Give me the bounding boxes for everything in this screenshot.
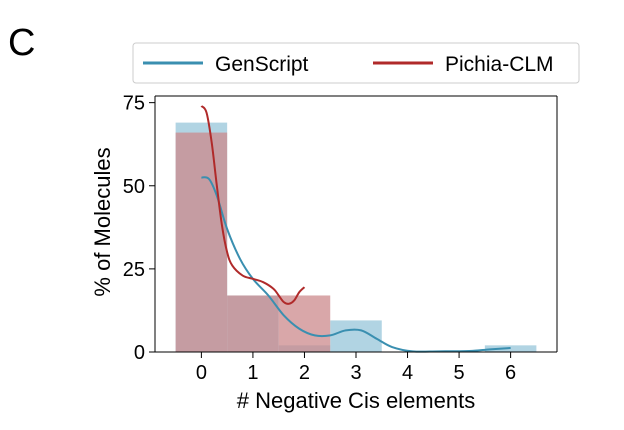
kde-line-pichia-clm (200, 105, 306, 305)
legend-label-genscript: GenScript (215, 53, 309, 76)
x-tick-label: 2 (299, 362, 310, 384)
x-tick-label: 0 (196, 362, 207, 384)
ticks-layer: 0 1 2 3 4 5 6 0 25 50 75 (123, 93, 516, 384)
bar-pichia-clm-1 (227, 295, 279, 352)
y-tick-label: 50 (123, 176, 145, 198)
kde-layer (200, 105, 511, 353)
y-tick-label: 75 (123, 93, 145, 115)
x-tick-label: 5 (454, 362, 465, 384)
x-tick-label: 6 (505, 362, 516, 384)
bar-pichia-clm-2 (278, 295, 331, 352)
y-tick-label: 0 (134, 342, 145, 364)
kde-line-genscript (201, 176, 511, 353)
x-axis-label: # Negative Cis elements (237, 388, 475, 413)
legend: GenScript Pichia-CLM (132, 42, 580, 84)
y-axis-label: % of Molecules (90, 147, 115, 296)
y-tick-label: 25 (123, 259, 145, 281)
legend-frame (132, 42, 580, 84)
panel-label: C (8, 22, 36, 64)
x-tick-label: 1 (247, 362, 258, 384)
bar-pichia-clm-0 (175, 132, 228, 352)
x-tick-label: 3 (350, 362, 361, 384)
x-tick-label: 4 (402, 362, 413, 384)
legend-label-pichia-clm: Pichia-CLM (445, 53, 554, 76)
